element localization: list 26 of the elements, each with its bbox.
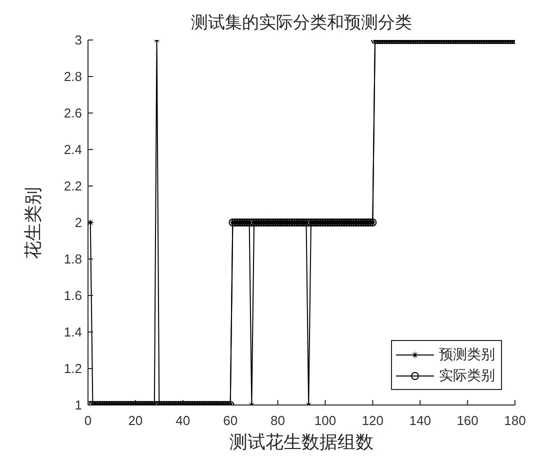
x-tick-label: 80 bbox=[270, 413, 286, 428]
y-tick-label: 2.2 bbox=[64, 178, 82, 194]
y-axis-title: 花生类别 bbox=[22, 186, 44, 261]
chart-title: 测试集的实际分类和预测分类 bbox=[190, 13, 413, 33]
legend-label: 预测类别 bbox=[439, 346, 495, 364]
y-tick-label: 2.4 bbox=[64, 142, 82, 158]
y-tick-label: 2 bbox=[74, 215, 82, 230]
x-tick-label: 60 bbox=[223, 413, 238, 428]
y-tick-label: 1 bbox=[74, 398, 82, 413]
y-tick-label: 1.4 bbox=[64, 324, 82, 340]
y-tick-label: 1.8 bbox=[64, 252, 82, 267]
y-tick-label: 3 bbox=[74, 32, 82, 48]
legend-label: 实际类别 bbox=[439, 367, 495, 384]
x-tick-label: 100 bbox=[314, 413, 336, 428]
x-tick-label: 160 bbox=[456, 413, 478, 428]
y-tick-label: 1.2 bbox=[64, 361, 82, 376]
x-tick-label: 140 bbox=[409, 413, 431, 428]
x-tick-label: 0 bbox=[84, 413, 92, 428]
y-tick-label: 2.6 bbox=[64, 106, 82, 121]
x-tick-label: 40 bbox=[176, 413, 190, 428]
y-tick-label: 2.8 bbox=[64, 69, 82, 84]
x-tick-label: 20 bbox=[128, 413, 143, 428]
x-tick-label: 120 bbox=[362, 413, 384, 428]
x-axis-title: 测试花生数据组数 bbox=[228, 431, 374, 453]
y-tick-label: 1.6 bbox=[64, 288, 82, 304]
x-tick-label: 180 bbox=[504, 413, 526, 428]
